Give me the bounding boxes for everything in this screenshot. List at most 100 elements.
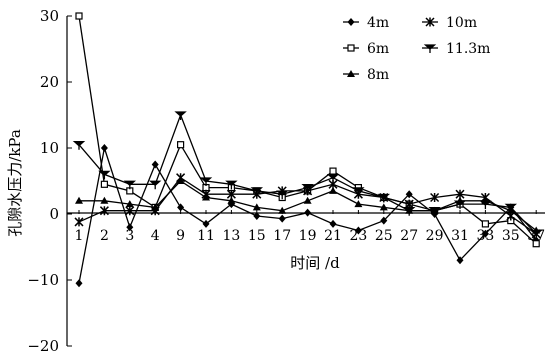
data-point xyxy=(125,206,135,216)
x-tick-label: 2 xyxy=(100,228,109,244)
data-point xyxy=(453,200,467,210)
data-point xyxy=(278,214,286,223)
data-point xyxy=(377,193,391,203)
data-point xyxy=(252,203,261,211)
data-point xyxy=(532,240,540,248)
x-tick-label: 29 xyxy=(426,228,444,244)
data-point xyxy=(430,192,440,203)
data-point xyxy=(347,44,355,52)
data-point xyxy=(176,173,186,183)
data-point xyxy=(456,256,464,265)
x-tick-label: 11 xyxy=(197,228,215,244)
data-point xyxy=(301,183,314,193)
data-point xyxy=(354,226,362,235)
x-tick-label: 13 xyxy=(222,228,240,244)
y-tick-label: 0 xyxy=(49,205,59,223)
data-point xyxy=(150,206,160,216)
x-tick-label: 21 xyxy=(324,228,342,244)
legend-label: 4m xyxy=(367,15,389,31)
data-point xyxy=(423,44,437,53)
axes xyxy=(66,16,545,346)
y-tick-label: 10 xyxy=(40,139,59,157)
data-point xyxy=(253,211,261,220)
data-point xyxy=(202,219,210,228)
data-point xyxy=(177,203,185,212)
data-point xyxy=(75,12,83,20)
data-point xyxy=(250,187,264,196)
data-point xyxy=(99,206,109,216)
y-tick-label: 30 xyxy=(40,7,59,25)
data-point xyxy=(347,18,355,26)
data-point xyxy=(174,111,187,120)
y-ticks: −20 −10 0 10 20 30 xyxy=(27,7,72,355)
data-point xyxy=(275,190,289,200)
legend-item: 10m xyxy=(422,15,477,31)
data-point xyxy=(481,229,489,238)
data-point xyxy=(100,144,108,152)
series-11.3m xyxy=(72,111,543,239)
data-point xyxy=(72,141,86,150)
data-point xyxy=(329,219,337,228)
data-point xyxy=(329,186,337,194)
data-point xyxy=(98,170,111,180)
x-tick-label: 1 xyxy=(75,228,84,244)
data-point xyxy=(177,141,185,149)
data-point xyxy=(481,220,489,228)
data-point xyxy=(506,211,516,221)
data-point xyxy=(379,203,388,211)
data-point xyxy=(199,177,213,186)
data-point xyxy=(405,190,413,199)
data-point xyxy=(227,196,236,204)
x-tick-label: 3 xyxy=(125,228,134,244)
data-point xyxy=(428,207,441,216)
data-point xyxy=(151,160,159,169)
y-axis-label: 孔隙水压力/kPa xyxy=(6,129,24,237)
x-tick-label: 35 xyxy=(502,228,520,244)
y-tick-label: −20 xyxy=(27,337,59,355)
data-point xyxy=(75,279,83,288)
x-tick-label: 15 xyxy=(248,228,266,244)
data-point xyxy=(352,187,365,196)
x-tick-label: 25 xyxy=(375,228,393,244)
data-point xyxy=(380,216,388,225)
legend-item: 11.3m xyxy=(422,41,490,57)
x-tick-label: 17 xyxy=(273,228,291,244)
data-point xyxy=(329,167,337,175)
data-point xyxy=(123,180,137,190)
data-point xyxy=(201,189,211,199)
x-tick-label: 9 xyxy=(176,228,185,244)
data-point xyxy=(75,196,83,204)
data-point xyxy=(402,207,416,216)
data-point xyxy=(303,196,312,204)
legend-label: 10m xyxy=(446,15,477,31)
data-point xyxy=(479,200,492,210)
data-point xyxy=(74,217,84,227)
data-point xyxy=(278,206,287,214)
series-layer xyxy=(72,12,543,288)
legend-label: 6m xyxy=(367,41,389,57)
x-tick-label: 4 xyxy=(151,228,160,244)
data-point xyxy=(529,230,543,239)
legend: 4m 6m 8m 10m 11.3m xyxy=(343,15,490,83)
x-tick-label: 31 xyxy=(451,228,469,244)
data-point xyxy=(126,223,134,232)
legend-item: 6m xyxy=(343,41,389,57)
data-point xyxy=(225,180,238,190)
legend-label: 8m xyxy=(367,67,389,83)
y-tick-label: 20 xyxy=(40,73,59,91)
legend-item: 8m xyxy=(343,67,389,83)
legend-item: 4m xyxy=(343,15,389,31)
data-point xyxy=(455,189,465,199)
data-point xyxy=(304,208,312,217)
data-point xyxy=(226,189,236,199)
legend-label: 11.3m xyxy=(446,41,490,57)
data-point xyxy=(347,70,355,77)
data-point xyxy=(326,174,340,183)
x-tick-label: 19 xyxy=(299,228,317,244)
data-point xyxy=(425,17,435,27)
data-point xyxy=(354,200,363,208)
data-point xyxy=(504,203,518,213)
data-point xyxy=(125,200,134,208)
data-point xyxy=(100,196,109,204)
